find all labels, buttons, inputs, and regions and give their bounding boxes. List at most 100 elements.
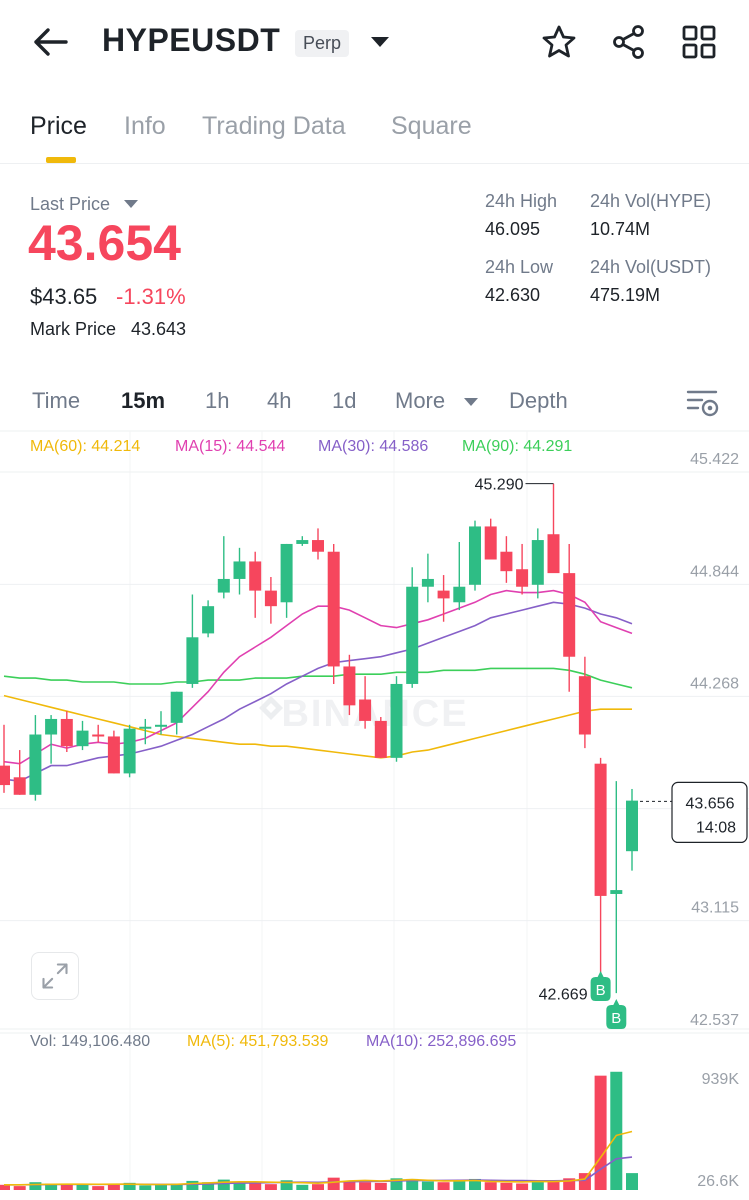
volume-bar [217, 1179, 230, 1190]
current-price-tag [671, 781, 748, 844]
low-24h-value: 42.630 [485, 285, 541, 305]
candle-countdown: 14:08 [696, 819, 736, 836]
candle-body [170, 691, 183, 723]
candle-body [312, 540, 324, 552]
vol-hype-label: 24h Vol(HYPE) [590, 191, 712, 211]
candle-body [390, 683, 403, 758]
volume-bar [531, 1180, 544, 1190]
interval-15m[interactable]: 15m [121, 388, 166, 413]
interval-4h[interactable]: 4h [267, 388, 292, 413]
vol-ma10-legend: MA(10): 252,896.695 [366, 1033, 517, 1050]
volume-bar [359, 1182, 372, 1190]
ma90-legend: MA(90): 44.291 [462, 438, 573, 455]
volume-bar [484, 1182, 497, 1190]
candle-body [0, 765, 10, 786]
current-price-value: 43.656 [686, 795, 735, 812]
symbol-title[interactable]: HYPEUSDT [102, 22, 281, 58]
volume-bar [610, 1071, 623, 1190]
volume-bar [453, 1180, 466, 1190]
candle-body [92, 734, 105, 737]
price-axis-tick: 44.844 [690, 563, 739, 580]
candle-body [107, 736, 120, 774]
vol-hype-value: 10.74M [590, 219, 651, 239]
candle-body [437, 590, 450, 599]
favorite-star-icon[interactable] [541, 24, 577, 60]
volume-bar [406, 1178, 419, 1190]
volume-bar [516, 1183, 529, 1190]
mark-price: 43.643 [131, 319, 187, 339]
volume-bar [155, 1184, 167, 1190]
top-bar: HYPEUSDT Perp [0, 0, 749, 88]
volume-bar [123, 1182, 136, 1190]
interval-more[interactable]: More [395, 388, 446, 413]
candlestick-chart[interactable]: 45.42244.84444.26843.69143.11542.537BINA… [0, 430, 749, 1200]
last-price-dropdown-icon[interactable] [124, 200, 138, 208]
candle-body [264, 590, 277, 607]
candle-body [29, 734, 42, 795]
candle-body [626, 800, 638, 852]
candle-body [531, 540, 544, 585]
fullscreen-button[interactable] [31, 952, 79, 1000]
tab-info[interactable]: Info [124, 112, 166, 140]
ma60-legend: MA(60): 44.214 [30, 438, 141, 455]
volume-bar [626, 1173, 638, 1190]
price-axis-tick: 45.422 [690, 451, 739, 468]
share-icon[interactable] [611, 24, 647, 60]
volume-bar [0, 1184, 10, 1190]
chart-settings-icon[interactable] [686, 388, 720, 418]
tab-trading-data[interactable]: Trading Data [202, 112, 346, 140]
volume-bar [13, 1186, 26, 1190]
candle-body [343, 666, 356, 706]
low-price-label: 42.669 [539, 986, 588, 1003]
candle-body [374, 720, 387, 758]
volume-bar [469, 1178, 481, 1190]
symbol-dropdown-icon[interactable] [371, 37, 389, 47]
candle-body [123, 728, 136, 774]
tab-price[interactable]: Price [30, 112, 87, 140]
last-price-label[interactable]: Last Price [30, 194, 111, 214]
volume-legend: Vol: 149,106.480 [30, 1033, 151, 1050]
volume-bar [264, 1184, 277, 1190]
candle-body [202, 606, 215, 634]
binance-logo-icon [259, 696, 283, 720]
volume-bar [312, 1184, 324, 1190]
candle-body [139, 726, 152, 729]
last-price: 43.654 [28, 215, 181, 271]
ma15-legend: MA(15): 44.544 [175, 438, 286, 455]
candle-body [516, 569, 529, 587]
candle-body [469, 526, 481, 585]
candle-body [233, 561, 246, 579]
candle-body [249, 561, 262, 591]
interval-1d[interactable]: 1d [332, 388, 357, 413]
interval-time[interactable]: Time [32, 388, 81, 413]
candle-body [186, 637, 199, 684]
tab-square[interactable]: Square [391, 112, 472, 140]
volume-bar [437, 1182, 450, 1190]
vol-usdt-label: 24h Vol(USDT) [590, 257, 712, 277]
more-dropdown-icon[interactable] [464, 398, 478, 406]
candle-body [327, 551, 340, 667]
price-axis-tick: 42.537 [690, 1012, 739, 1029]
active-tab-indicator [46, 157, 76, 163]
candle-body [359, 699, 372, 721]
volume-bar [390, 1178, 403, 1190]
candle-body [594, 763, 607, 896]
candle-body [45, 718, 58, 735]
volume-bar [92, 1186, 105, 1190]
candle-body [155, 724, 167, 727]
ma60-line [3, 694, 632, 759]
vol-usdt-value: 475.19M [590, 285, 661, 305]
back-arrow-icon[interactable] [32, 26, 68, 58]
buy-marker-badge [590, 971, 611, 1001]
candle-body [60, 718, 73, 747]
interval-depth[interactable]: Depth [509, 388, 568, 413]
binance-watermark: BINANCE [281, 693, 468, 735]
candle-body [406, 586, 419, 684]
grid-menu-icon[interactable] [681, 24, 717, 60]
perp-badge: Perp [295, 30, 350, 57]
volume-axis-tick: 939K [702, 1071, 740, 1088]
volume-bar [202, 1182, 215, 1190]
interval-1h[interactable]: 1h [205, 388, 230, 413]
volume-bar [280, 1180, 293, 1190]
vol-ma5-line [4, 1130, 633, 1186]
